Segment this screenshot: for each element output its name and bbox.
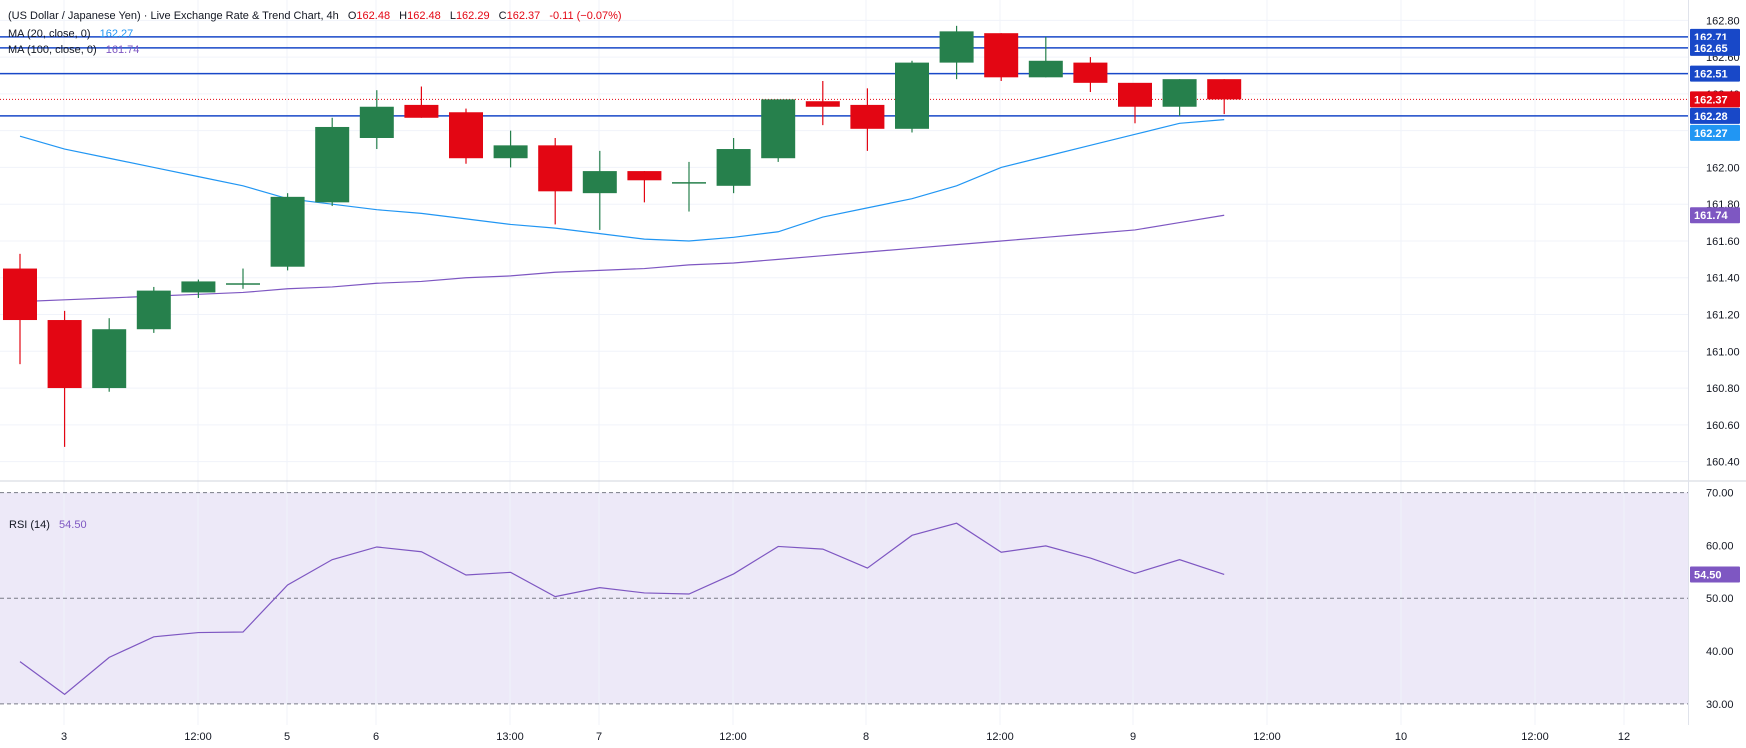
candle-up (493, 145, 528, 159)
ma20-legend[interactable]: MA (20, close, 0) 162.27 (8, 27, 139, 41)
chart-title-legend: (US Dollar / Japanese Yen) · Live Exchan… (8, 9, 628, 23)
level-tag-bg (1690, 39, 1740, 56)
rsi-axis-label: 60.00 (1706, 540, 1734, 552)
price-axis-label: 162.00 (1706, 162, 1740, 174)
rsi-line (19, 522, 1225, 696)
time-axis-label: 12:00 (719, 731, 747, 743)
candle-down (3, 268, 37, 321)
time-axis-label: 5 (284, 731, 290, 743)
candle-up (895, 62, 929, 129)
candle-up (672, 182, 706, 184)
candle-down (1118, 82, 1152, 107)
ma20-tag-bg (1690, 124, 1740, 141)
time-axis-label: 8 (863, 731, 869, 743)
rsi-tag: 54.50 (1694, 569, 1722, 581)
price-axis-label: 160.40 (1706, 457, 1740, 469)
time-axis-label: 12:00 (986, 731, 1014, 743)
candle-down (805, 101, 840, 107)
ma100-legend[interactable]: MA (100, close, 0) 161.74 (8, 43, 145, 57)
time-axis-label: 12 (1618, 731, 1630, 743)
ma100-tag: 161.74 (1694, 210, 1729, 222)
candle-up (359, 106, 394, 138)
ohlc-low: L162.29 (449, 10, 490, 22)
chart-title: (US Dollar / Japanese Yen) · Live Exchan… (8, 10, 339, 22)
ohlc-close: C162.37 (498, 10, 541, 22)
price-axis-label: 162.80 (1706, 15, 1740, 27)
level-tag-bg (1690, 65, 1740, 82)
price-axis-label: 160.60 (1706, 420, 1740, 432)
rsi-tag-bg (1690, 566, 1740, 583)
rsi-label: RSI (14) (9, 519, 50, 531)
candle-down (984, 33, 1019, 78)
last-price-tag-bg (1690, 91, 1740, 108)
candle-down (850, 104, 885, 129)
level-tag: 162.28 (1694, 111, 1728, 123)
ohlc-change: -0.11 (−0.07%) (549, 10, 622, 22)
price-axis-label: 161.00 (1706, 346, 1740, 358)
ohlc-high: H162.48 (399, 10, 441, 22)
time-axis-label: 12:00 (184, 731, 212, 743)
candle-up (1162, 79, 1197, 107)
ma100-tag-bg (1690, 207, 1740, 224)
candle-down (47, 320, 82, 389)
candle-up (582, 171, 617, 194)
candle-up (181, 281, 216, 293)
ma20-value: 162.27 (99, 28, 134, 40)
ohlc-open: O162.48 (347, 10, 391, 22)
rsi-legend[interactable]: RSI (14) 54.50 (9, 519, 87, 531)
ma100-value: 161.74 (105, 44, 140, 56)
candle-down (404, 104, 439, 118)
rsi-axis-label: 70.00 (1706, 488, 1734, 500)
rsi-axis-label: 30.00 (1706, 699, 1734, 711)
candle-up (136, 290, 171, 330)
candle-up (315, 126, 350, 203)
time-axis-label: 12:00 (1521, 731, 1549, 743)
ma20-label: MA (20, close, 0) (8, 28, 91, 40)
time-axis-label: 3 (61, 731, 67, 743)
last-price-tag: 162.37 (1694, 94, 1728, 106)
price-axis-label: 160.80 (1706, 383, 1740, 395)
rsi-axis-label: 40.00 (1706, 646, 1734, 658)
level-tag: 162.65 (1694, 43, 1728, 55)
time-axis-label: 6 (373, 731, 379, 743)
time-axis-label: 10 (1395, 731, 1407, 743)
candle-down (449, 112, 483, 159)
time-axis-label: 12:00 (1253, 731, 1281, 743)
candle-up (716, 149, 751, 186)
candle-down (1207, 79, 1242, 100)
ma20-line (19, 119, 1225, 242)
ma100-label: MA (100, close, 0) (8, 44, 97, 56)
candle-up (939, 31, 974, 63)
ma100-line (19, 214, 1225, 303)
time-axis-label: 7 (596, 731, 602, 743)
price-axis-label: 161.60 (1706, 236, 1740, 248)
rsi-axis-label: 50.00 (1706, 593, 1734, 605)
price-axis-label: 161.20 (1706, 310, 1740, 322)
candle-down (627, 171, 662, 181)
candle-up (92, 329, 127, 389)
level-tag: 162.51 (1694, 69, 1728, 81)
price-axis-label: 161.40 (1706, 273, 1740, 285)
candle-up (1028, 60, 1063, 78)
candle-up (761, 99, 796, 159)
price-axis-label: 162.60 (1706, 52, 1740, 64)
candle-up (270, 196, 305, 267)
level-tag-bg (1690, 107, 1740, 124)
time-axis-label: 9 (1130, 731, 1136, 743)
candle-up (226, 283, 260, 285)
rsi-value: 54.50 (59, 519, 87, 531)
ma20-tag: 162.27 (1694, 128, 1728, 140)
candle-down (1073, 62, 1108, 83)
candle-down (538, 145, 573, 192)
time-axis-label: 13:00 (496, 731, 524, 743)
